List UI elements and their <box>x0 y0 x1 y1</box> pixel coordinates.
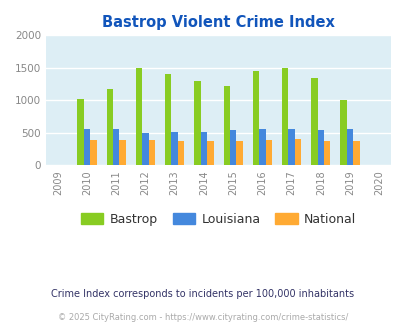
Bar <box>281 68 288 165</box>
Bar <box>317 130 323 165</box>
Legend: Bastrop, Louisiana, National: Bastrop, Louisiana, National <box>75 208 360 231</box>
Bar <box>352 142 359 165</box>
Bar <box>148 140 155 165</box>
Bar <box>194 81 200 165</box>
Bar <box>288 129 294 165</box>
Text: © 2025 CityRating.com - https://www.cityrating.com/crime-statistics/: © 2025 CityRating.com - https://www.city… <box>58 313 347 322</box>
Bar <box>311 78 317 165</box>
Bar <box>171 132 177 165</box>
Text: Crime Index corresponds to incidents per 100,000 inhabitants: Crime Index corresponds to incidents per… <box>51 289 354 299</box>
Bar <box>294 140 301 165</box>
Bar <box>77 99 83 165</box>
Bar <box>119 141 126 165</box>
Bar <box>107 89 113 165</box>
Bar <box>83 129 90 165</box>
Title: Bastrop Violent Crime Index: Bastrop Violent Crime Index <box>102 15 334 30</box>
Bar <box>229 130 236 165</box>
Bar <box>252 71 258 165</box>
Bar <box>258 129 265 165</box>
Bar <box>113 129 119 165</box>
Bar <box>165 74 171 165</box>
Bar <box>200 132 207 165</box>
Bar <box>177 141 184 165</box>
Bar <box>207 142 213 165</box>
Bar <box>265 140 271 165</box>
Bar <box>236 141 242 165</box>
Bar <box>223 85 229 165</box>
Bar <box>90 140 96 165</box>
Bar <box>346 129 352 165</box>
Bar <box>323 141 330 165</box>
Bar <box>136 68 142 165</box>
Bar <box>340 100 346 165</box>
Bar <box>142 133 148 165</box>
